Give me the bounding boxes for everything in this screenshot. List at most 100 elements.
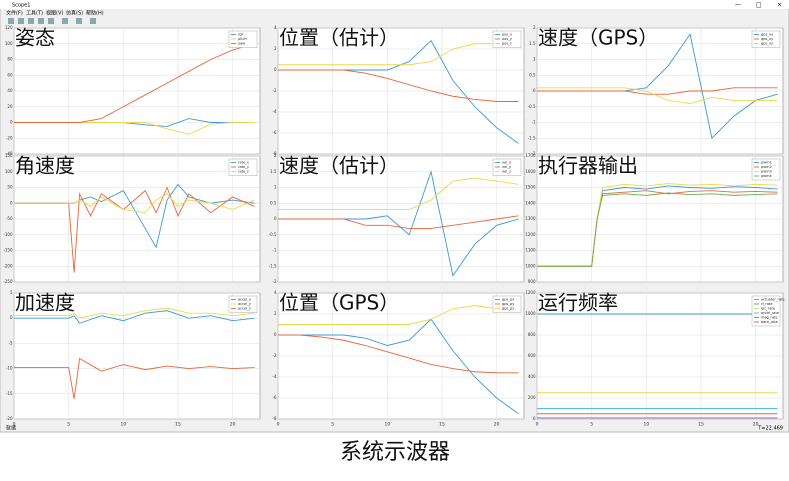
toolbar-button[interactable] [8, 18, 14, 24]
legend-label: actuator_rate [761, 298, 785, 302]
series-line [14, 357, 255, 399]
title-bar [0, 0, 789, 9]
legend-label: gps_vy [761, 37, 773, 41]
x-tick-label: 10 [120, 422, 126, 428]
y-tick-label: 4 [274, 290, 277, 295]
y-tick-label: 400 [528, 374, 536, 379]
legend-label: pitch [238, 37, 247, 41]
menu-item[interactable]: 仿真(S) [66, 10, 83, 17]
legend-label: vel_z [502, 170, 511, 174]
toolbar-button[interactable] [18, 18, 24, 24]
toolbar-button[interactable] [90, 18, 96, 24]
series-line [14, 193, 255, 214]
y-tick-label: 0 [10, 200, 13, 205]
y-tick-label: 4 [274, 25, 277, 30]
scope-panel: -20 -15 -10 -5 0 5 0 5 10 15 20 accel_xaccel_yaccel… [6, 290, 261, 428]
legend-label: gps_pz [502, 307, 514, 311]
y-tick-label: -5 [9, 340, 13, 345]
toolbar-button[interactable] [62, 18, 68, 24]
series-line [14, 186, 255, 273]
y-tick-label: 120 [5, 25, 13, 30]
menu-item[interactable]: 工具(T) [26, 11, 43, 17]
legend-label: rate_z [238, 170, 249, 174]
y-tick-label: -2 [273, 88, 277, 93]
menu-bar: 文件(F) 工具(T) 视图(V) 仿真(S) 帮助(H) [6, 10, 104, 17]
y-tick-label: -50 [6, 216, 13, 221]
y-tick-label: 0 [533, 416, 536, 421]
y-tick-label: 1600 [525, 169, 536, 174]
y-tick-label: -1 [532, 120, 536, 125]
legend-label: vel_y [502, 165, 511, 169]
x-tick-label: 0 [13, 422, 16, 428]
legend-label: mag_rate [761, 316, 778, 320]
x-tick-label: 5 [590, 422, 593, 428]
y-tick-label: -150 [3, 248, 13, 253]
y-tick-label: -8 [273, 151, 277, 156]
legend-label: ipc_rate [761, 307, 775, 311]
y-tick-label: 0 [274, 332, 277, 337]
toolbar-button[interactable] [28, 18, 34, 24]
y-tick-label: 2 [274, 311, 277, 316]
toolbar-button[interactable] [48, 18, 54, 24]
panel-title: 姿态 [15, 26, 55, 50]
legend-label: roll [238, 33, 243, 37]
series-line [14, 43, 255, 123]
y-tick-label: -10 [6, 366, 13, 371]
status-right: T=22.469 [757, 426, 783, 432]
y-tick-label: 0 [274, 216, 277, 221]
legend-label: pwm3 [761, 170, 772, 174]
caption: 系统示波器 [340, 440, 450, 465]
series-line [278, 177, 519, 210]
x-tick-label: 20 [753, 422, 759, 428]
panel-title: 速度（估计） [279, 154, 399, 178]
toolbar-button[interactable] [38, 18, 44, 24]
y-tick-label: 1100 [525, 248, 536, 253]
x-tick-label: 15 [439, 422, 445, 428]
y-tick-label: -20 [6, 416, 13, 421]
legend [751, 158, 781, 181]
maximize-button[interactable]: □ [756, 2, 762, 9]
panel-title: 执行器输出 [538, 154, 638, 178]
legend-label: gps_py [502, 302, 514, 306]
y-tick-label: 60 [7, 72, 13, 77]
legend [751, 295, 781, 327]
toolbar-button[interactable] [76, 18, 82, 24]
x-tick-label: 10 [643, 422, 649, 428]
y-tick-label: 200 [528, 395, 536, 400]
y-tick-label: 1400 [525, 200, 536, 205]
y-tick-label: 0 [10, 315, 13, 320]
minimize-button[interactable]: — [735, 2, 741, 9]
legend-label: vel_x [502, 161, 511, 165]
y-tick-label: -1.5 [269, 263, 277, 268]
plots: -40-20020406080100120rollpitchyaw姿态-8-6-… [3, 25, 784, 428]
menu-item[interactable]: 视图(V) [46, 10, 63, 17]
panel-title: 运行频率 [538, 291, 618, 315]
y-tick-label: 900 [528, 279, 536, 284]
y-tick-label: -2 [273, 279, 277, 284]
menu-item[interactable]: 文件(F) [6, 10, 23, 17]
legend-label: baro_rate [761, 320, 778, 324]
scope-panel: -250 -200 -150 -100 -50 0 50 100 150 rate_xrate_y… [3, 153, 261, 284]
toolbar [8, 18, 96, 24]
menu-item[interactable]: 帮助(H) [86, 10, 104, 17]
x-tick-label: 0 [536, 422, 539, 428]
close-button[interactable]: × [777, 2, 782, 9]
panel-title: 加速度 [15, 291, 75, 315]
y-tick-label: -15 [6, 391, 13, 396]
series-line [278, 69, 519, 102]
y-tick-label: 1.5 [529, 41, 536, 46]
y-tick-label: -6 [273, 395, 277, 400]
scope-panel: 90010001100120013001400150016001700pwm1p… [525, 153, 784, 284]
legend-label: pwm2 [761, 165, 772, 169]
y-tick-label: 150 [5, 153, 13, 158]
y-tick-label: 0 [10, 120, 13, 125]
legend-label: rate_y [238, 165, 249, 169]
x-tick-label: 15 [175, 422, 181, 428]
y-tick-label: -1.5 [528, 135, 536, 140]
y-tick-label: 1 [274, 185, 277, 190]
y-tick-label: -100 [3, 232, 13, 237]
y-tick-label: 1.5 [270, 169, 277, 174]
